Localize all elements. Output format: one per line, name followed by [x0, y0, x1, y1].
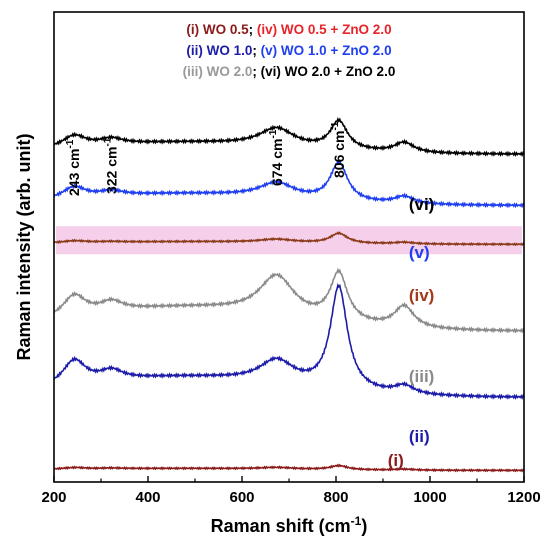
x-tick-label: 200 [41, 489, 66, 506]
x-tick-label: 1200 [507, 489, 540, 506]
x-axis-label: Raman shift (cm-1) [211, 514, 368, 536]
series-label: (v) [409, 243, 430, 262]
series-line-6 [53, 463, 525, 473]
legend-row-3: (iii) WO 2.0; (vi) WO 2.0 + ZnO 2.0 [183, 64, 396, 79]
peak-annotation: 806 cm-1 [330, 121, 347, 178]
x-tick-label: 600 [229, 489, 254, 506]
series-label: (iii) [409, 367, 435, 386]
x-ticks: 200 400 600 800 1000 1200 [41, 476, 541, 506]
peak-annotations: 243 cm-1 322 cm-1 674 cm-1 806 cm-1 [65, 121, 347, 196]
y-axis-label: Raman intensity (arb. unit) [14, 133, 34, 360]
series-line-4 [53, 267, 525, 334]
series-label: (vi) [409, 195, 435, 214]
series-line-5 [53, 283, 525, 401]
legend: (i) WO 0.5; (iv) WO 0.5 + ZnO 2.0 (ii) WO… [183, 22, 396, 79]
peak-annotation: 322 cm-1 [102, 137, 119, 194]
series-line-1 [53, 117, 525, 158]
series-label: (iv) [409, 286, 435, 305]
series-label: (ii) [409, 427, 430, 446]
peak-annotation: 674 cm-1 [268, 129, 285, 186]
x-tick-label: 1000 [413, 489, 446, 506]
x-tick-label: 800 [323, 489, 348, 506]
series-line-3 [53, 231, 525, 247]
x-tick-label: 400 [135, 489, 160, 506]
series-labels: (vi) (v) (iv) (iii) (ii) (i) [388, 195, 435, 470]
series-label: (i) [388, 451, 404, 470]
series-layer [53, 117, 525, 473]
series-line-2 [53, 158, 525, 209]
legend-row-2: (ii) WO 1.0; (v) WO 1.0 + ZnO 2.0 [186, 43, 391, 58]
legend-row-1: (i) WO 0.5; (iv) WO 0.5 + ZnO 2.0 [186, 22, 391, 37]
peak-annotation: 243 cm-1 [65, 139, 82, 196]
